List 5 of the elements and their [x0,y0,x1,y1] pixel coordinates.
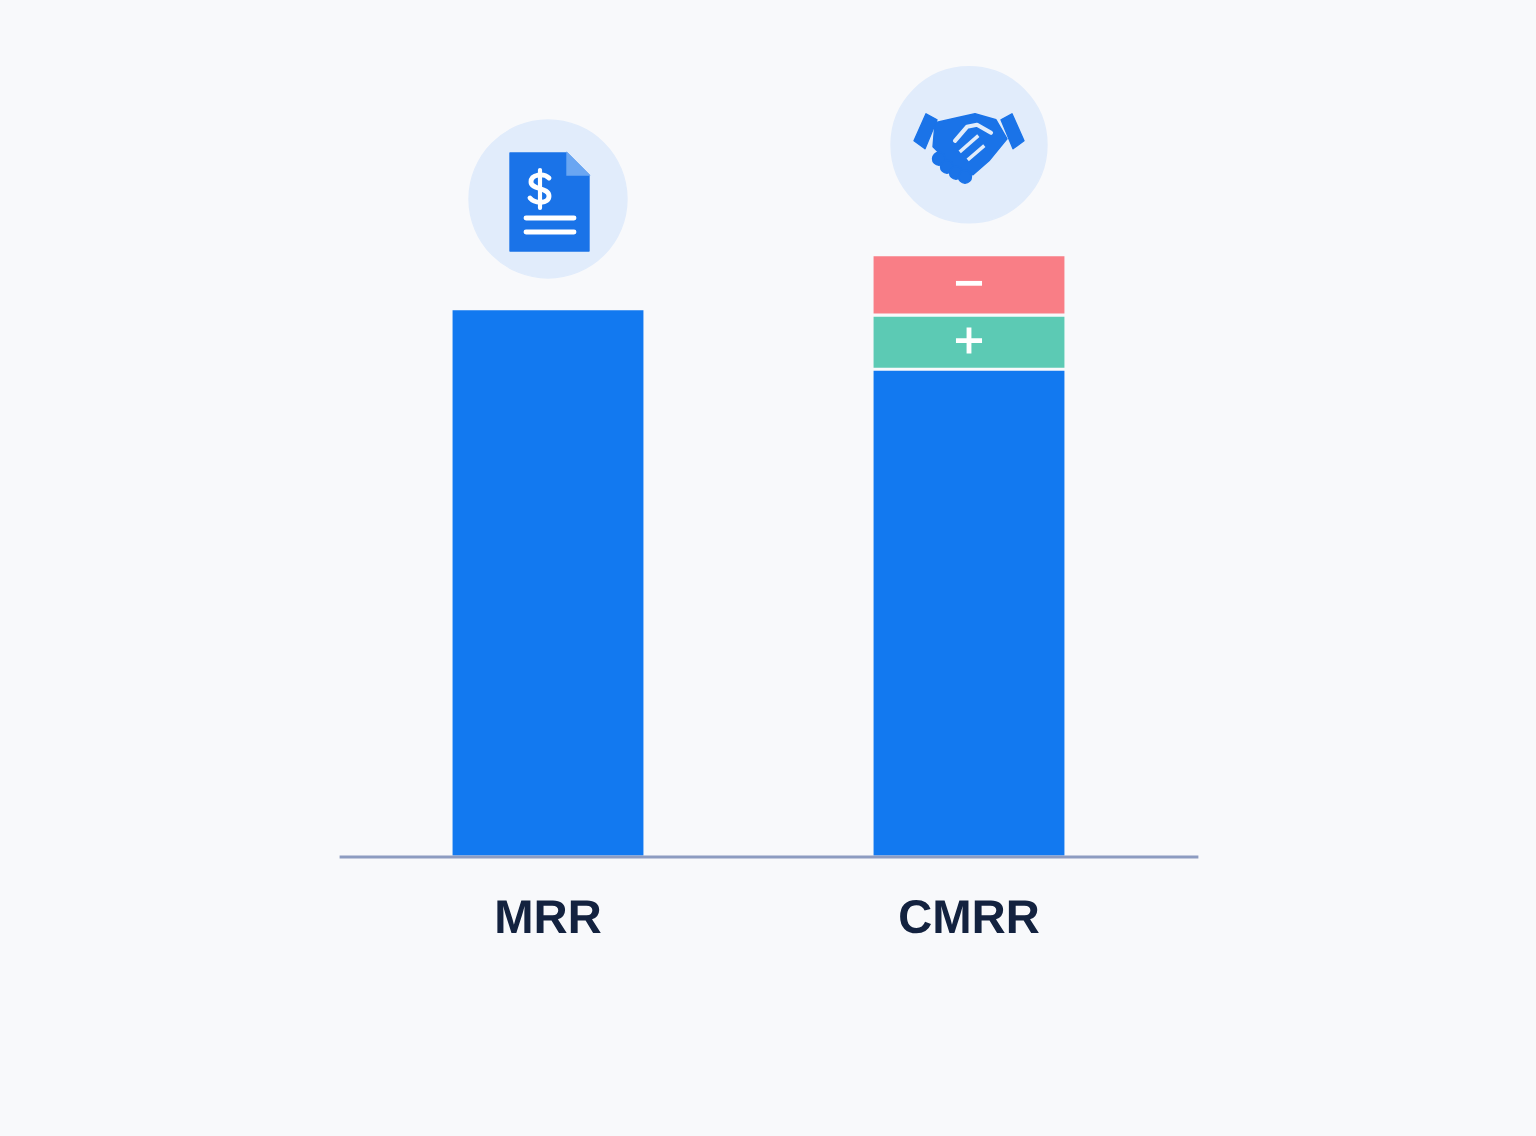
x-tick-label: CMRR [900,899,1039,934]
x-tick-label: MRR [497,900,601,933]
bar [449,307,647,857]
series-label: + [955,327,983,354]
series-label: − [955,280,983,286]
